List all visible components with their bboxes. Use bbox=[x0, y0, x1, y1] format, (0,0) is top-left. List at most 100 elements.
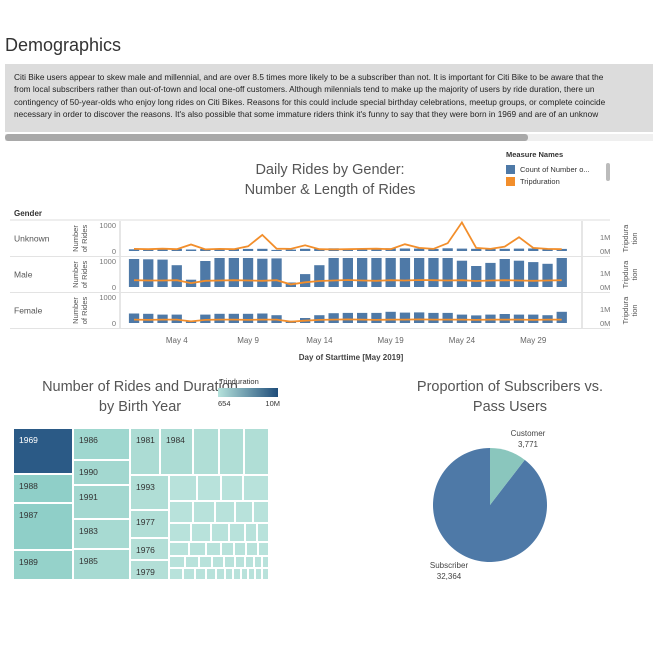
left-axis-title: Numberof Rides bbox=[71, 224, 89, 252]
treemap-cell-small[interactable] bbox=[169, 568, 183, 580]
treemap-cell-small[interactable] bbox=[234, 542, 246, 556]
treemap-cell[interactable]: 1986 bbox=[73, 428, 130, 460]
treemap-cell-small[interactable] bbox=[245, 556, 254, 568]
x-tick-label: May 19 bbox=[377, 336, 404, 345]
bar-male bbox=[357, 258, 368, 287]
treemap-cell-small[interactable] bbox=[221, 475, 243, 501]
pie-label-customer: Customer bbox=[511, 429, 546, 438]
bar-male bbox=[442, 258, 453, 287]
bar-unknown bbox=[556, 248, 567, 251]
gender-chart-title: Daily Rides by Gender: Number & Length o… bbox=[244, 162, 416, 198]
treemap-cell-small[interactable] bbox=[225, 568, 233, 580]
treemap-cell-small[interactable] bbox=[169, 523, 191, 542]
bar-female bbox=[214, 313, 225, 323]
bar-unknown bbox=[399, 248, 411, 251]
treemap-cell-small[interactable] bbox=[246, 542, 258, 556]
bar-female bbox=[143, 313, 154, 323]
treemap-cell-small[interactable] bbox=[183, 568, 195, 580]
treemap-cell-small[interactable] bbox=[248, 568, 255, 580]
y2-tick-label: 0M bbox=[600, 283, 610, 292]
treemap-cell-small[interactable] bbox=[258, 542, 269, 556]
treemap-cell-small[interactable] bbox=[216, 568, 225, 580]
color-legend-min: 654 bbox=[218, 399, 231, 408]
bar-male bbox=[143, 259, 154, 287]
bar-male bbox=[556, 258, 567, 287]
treemap-cell-small[interactable] bbox=[206, 568, 216, 580]
treemap-cell[interactable]: 1983 bbox=[73, 519, 130, 549]
treemap-cell-small[interactable] bbox=[262, 556, 269, 568]
treemap-cell-label: 1976 bbox=[136, 545, 155, 555]
treemap-cell-small[interactable] bbox=[235, 501, 253, 523]
measure-legend[interactable]: Measure Names Count of Number o... Tripd… bbox=[506, 150, 616, 187]
bar-male bbox=[128, 259, 140, 287]
treemap-cell-small[interactable] bbox=[195, 568, 206, 580]
description-scrollbar[interactable] bbox=[5, 134, 653, 141]
treemap-cell-small[interactable] bbox=[262, 568, 269, 580]
gender-label: Male bbox=[14, 270, 33, 280]
treemap-cell-small[interactable] bbox=[185, 556, 199, 568]
treemap-cell-small[interactable] bbox=[189, 542, 206, 556]
description-box[interactable]: Citi Bike users appear to skew male and … bbox=[5, 64, 653, 132]
treemap-cell-small[interactable] bbox=[206, 542, 221, 556]
treemap-cell-small[interactable] bbox=[221, 542, 234, 556]
treemap-cell-small[interactable] bbox=[191, 523, 211, 542]
treemap-cell-small[interactable] bbox=[224, 556, 235, 568]
x-tick-label: May 29 bbox=[520, 336, 547, 345]
bar-unknown bbox=[371, 248, 382, 251]
treemap-cell-small[interactable] bbox=[255, 568, 262, 580]
bar-male bbox=[200, 261, 211, 287]
treemap-cell-small[interactable] bbox=[229, 523, 245, 542]
treemap-cell-small[interactable] bbox=[243, 475, 269, 501]
treemap-cell-small[interactable] bbox=[233, 568, 241, 580]
treemap-cell-small[interactable] bbox=[211, 523, 229, 542]
treemap-cell-label: 1988 bbox=[19, 481, 38, 491]
treemap-cell-small[interactable] bbox=[235, 556, 245, 568]
treemap-cell[interactable]: 1989 bbox=[13, 550, 73, 580]
treemap-cell-small[interactable] bbox=[193, 428, 219, 475]
treemap-cell-small[interactable] bbox=[241, 568, 248, 580]
treemap-cell-small[interactable] bbox=[244, 428, 269, 475]
treemap-cell-small[interactable] bbox=[199, 556, 212, 568]
treemap-cell[interactable]: 1969 bbox=[13, 428, 73, 474]
treemap-cell[interactable]: 1990 bbox=[73, 460, 130, 485]
treemap-cell[interactable]: 1984 bbox=[160, 428, 193, 475]
bar-male bbox=[542, 263, 553, 287]
treemap-cell[interactable]: 1981 bbox=[130, 428, 160, 475]
treemap-cell[interactable]: 1976 bbox=[130, 538, 169, 560]
treemap-cell-small[interactable] bbox=[254, 556, 262, 568]
legend-title: Measure Names bbox=[506, 150, 564, 159]
pie-slice-customer bbox=[490, 448, 525, 505]
treemap-cell-small[interactable] bbox=[219, 428, 244, 475]
treemap-cell-small[interactable] bbox=[169, 475, 197, 501]
treemap-cell-small[interactable] bbox=[169, 542, 189, 556]
treemap-cell-small[interactable] bbox=[169, 501, 193, 523]
treemap-cell[interactable]: 1991 bbox=[73, 485, 130, 519]
treemap-cell[interactable]: 1979 bbox=[130, 560, 169, 580]
x-axis-title: Day of Starttime [May 2019] bbox=[299, 353, 404, 362]
treemap-cell[interactable]: 1985 bbox=[73, 549, 130, 580]
treemap-cell-small[interactable] bbox=[169, 556, 185, 568]
bar-unknown bbox=[456, 248, 468, 251]
treemap-cell[interactable]: 1987 bbox=[13, 503, 73, 550]
treemap-cell-small[interactable] bbox=[245, 523, 257, 542]
bar-female bbox=[414, 312, 425, 323]
treemap-cell-small[interactable] bbox=[257, 523, 269, 542]
treemap-cell-label: 1989 bbox=[19, 557, 38, 567]
treemap-cell[interactable]: 1993 bbox=[130, 475, 169, 510]
treemap-cell-small[interactable] bbox=[197, 475, 221, 501]
treemap-cell-label: 1981 bbox=[136, 435, 155, 445]
treemap-cell[interactable]: 1977 bbox=[130, 510, 169, 538]
treemap-cell-small[interactable] bbox=[215, 501, 235, 523]
treemap-cell[interactable]: 1988 bbox=[13, 474, 73, 503]
treemap-cell-label: 1979 bbox=[136, 567, 155, 577]
treemap-cell-small[interactable] bbox=[193, 501, 215, 523]
scrollbar-thumb[interactable] bbox=[5, 134, 528, 141]
legend-item-count[interactable]: Count of Number o... bbox=[506, 163, 616, 175]
legend-scrollbar[interactable] bbox=[606, 163, 610, 181]
treemap-cell-small[interactable] bbox=[212, 556, 224, 568]
treemap-cell-small[interactable] bbox=[253, 501, 269, 523]
legend-item-tripduration[interactable]: Tripduration bbox=[506, 175, 616, 187]
tripduration-line-unknown bbox=[133, 220, 562, 251]
y-tick-label: 1000 bbox=[99, 293, 116, 302]
